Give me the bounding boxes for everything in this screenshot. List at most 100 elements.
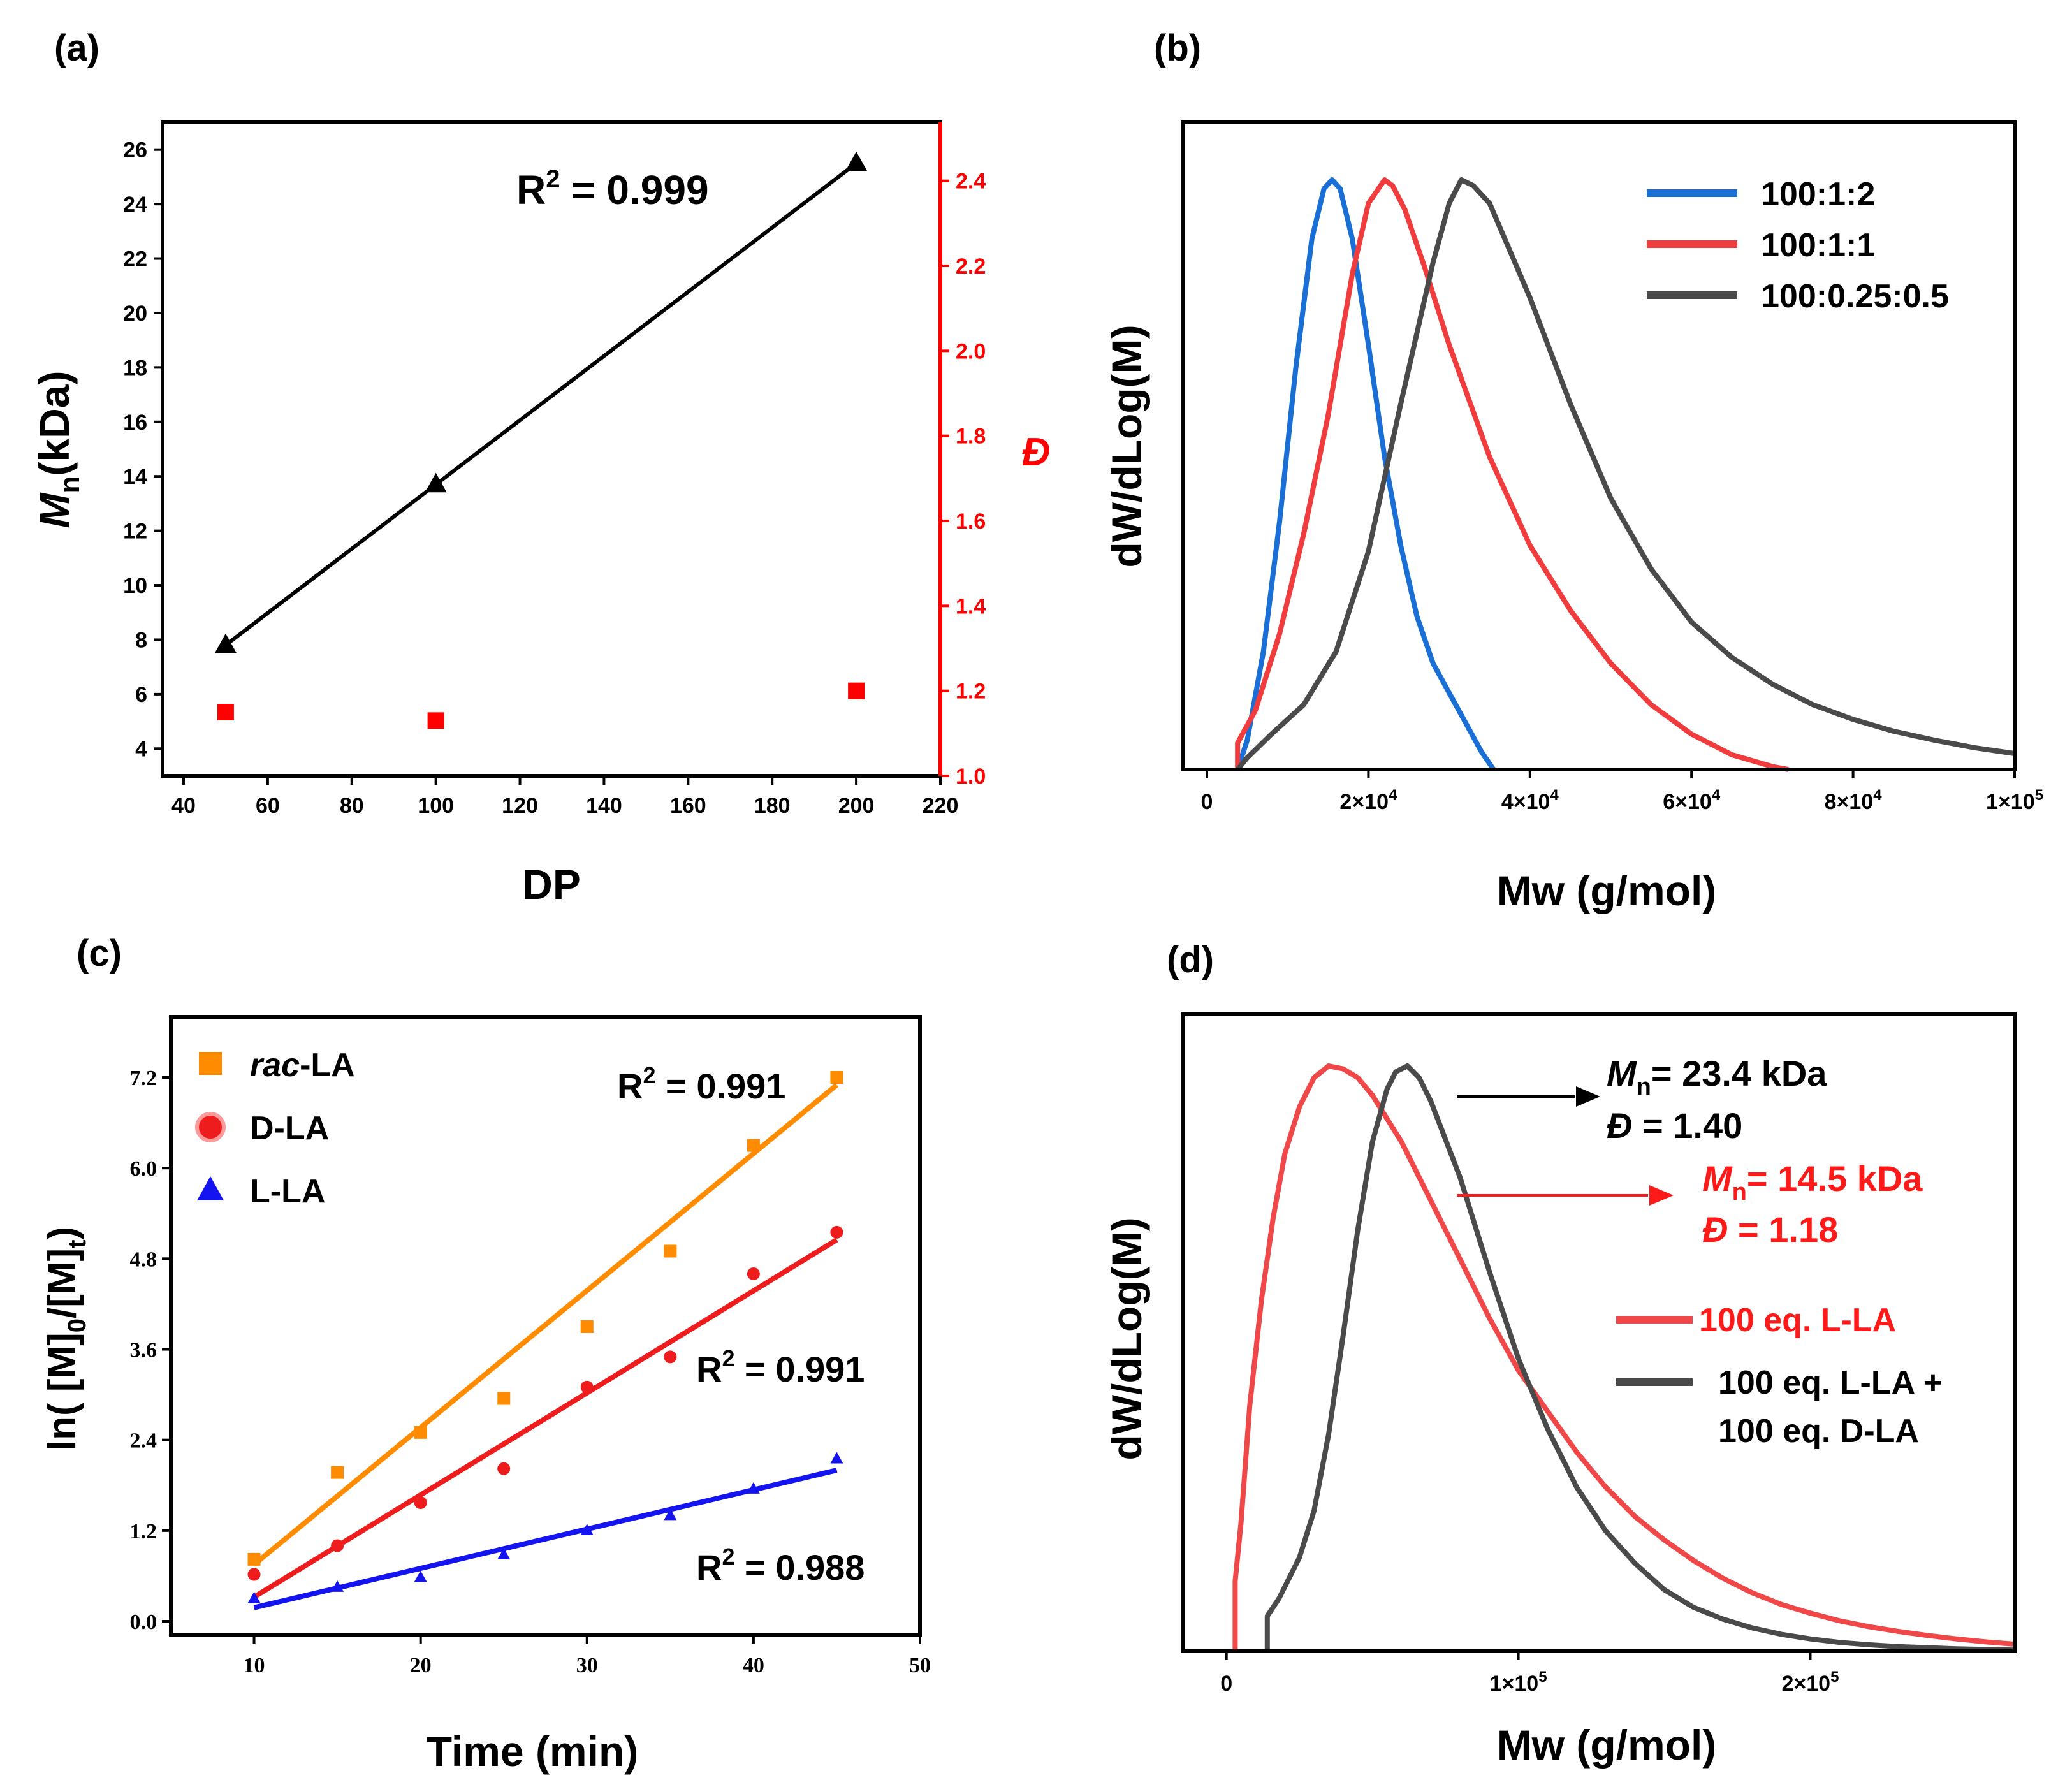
data-point-2 [747, 1482, 760, 1494]
panel-d-marks [1232, 1063, 2015, 1653]
legend-label-100-eq-l-la: 100 eq. L-LA [1699, 1302, 1896, 1339]
panel-c-ticks: 10 20 30 40 50 0.0 1.2 2.4 3.6 4.8 6.0 7.2 [130, 1067, 931, 1677]
x-tick-label: 4×104 [1501, 787, 1559, 814]
y-tick-label: 8 [135, 628, 147, 652]
data-point-1 [247, 1568, 261, 1581]
y2-tick-label: 1.8 [956, 425, 986, 449]
x-tick-label: 120 [502, 794, 538, 818]
legend-rac-la-marker [199, 1052, 222, 1075]
legend-label-100-025-05: 100:0.25:0.5 [1761, 278, 1949, 315]
panel-d: (d) 0 1×105 2×105 Mn= 23.4 kDa Đ = 1.40 Mn… [1103, 939, 2017, 1769]
data-point-2 [247, 1591, 261, 1603]
data-point-0 [331, 1466, 344, 1479]
y-tick-label: 2.4 [130, 1429, 157, 1453]
y2-tick-label: 2.4 [956, 170, 986, 194]
data-point-1 [497, 1462, 511, 1475]
data-point-1 [580, 1380, 594, 1394]
x-tick-label: 200 [838, 794, 875, 818]
panel-d-annotations: Mn= 23.4 kDa Đ = 1.40 Mn= 14.5 kDa Đ = 1… [1457, 1053, 1923, 1250]
panel-b-legend: 100:1:2 100:1:1 100:0.25:0.5 [1647, 176, 1949, 315]
x-tick-label: 80 [340, 794, 364, 818]
x-tick-label: 40 [743, 1654, 764, 1677]
x-tick-label: 60 [256, 794, 280, 818]
panel-a-x-axis-label: DP [522, 861, 581, 908]
y-tick-label: 16 [123, 411, 147, 435]
panel-d-label: (d) [1167, 939, 1214, 981]
annotation-mn-red: Mn= 14.5 kDa [1702, 1158, 1923, 1206]
x-tick-label: 1×105 [1986, 787, 2043, 814]
data-point-0 [497, 1392, 511, 1405]
x-tick-label: 50 [909, 1654, 931, 1677]
annotation-arrowhead-red [1649, 1185, 1674, 1206]
data-point-2 [497, 1547, 511, 1559]
data-point-0 [580, 1320, 594, 1333]
mn-point [214, 633, 237, 653]
x-tick-label: 1×105 [1490, 1668, 1547, 1696]
x-tick-label: 0 [1220, 1672, 1232, 1696]
y-tick-label: 7.2 [130, 1067, 157, 1090]
data-point-0 [414, 1426, 427, 1439]
x-tick-label: 160 [670, 794, 706, 818]
y2-tick-label: 2.0 [956, 339, 986, 363]
x-tick-label: 2×105 [1781, 1668, 1839, 1696]
panel-a-y2-axis-label: Đ [1022, 430, 1051, 474]
x-tick-label: 100 [418, 794, 454, 818]
x-tick-label: 6×104 [1663, 787, 1721, 814]
panel-b: (b) 0 2×104 4×104 6×104 8×104 1×105 100:1:2 1… [1103, 27, 2043, 914]
data-point-2 [331, 1580, 344, 1592]
panel-a-ticks: 40 60 80 100 120 140 160 180 200 220 4 6 8 10 12 14 16 18… [123, 138, 986, 818]
x-tick-label: 140 [586, 794, 622, 818]
x-tick-label: 0 [1201, 790, 1213, 814]
panel-d-y-axis-label: dW/dLog(M) [1103, 1217, 1150, 1460]
distribution-curve-1 [1264, 1063, 2015, 1653]
data-point-0 [247, 1552, 261, 1566]
annotation-dispersity-black: Đ = 1.40 [1607, 1105, 1742, 1146]
x-tick-label: 10 [244, 1654, 265, 1677]
panel-b-label: (b) [1154, 27, 1201, 69]
legend-label-100-1-1: 100:1:1 [1761, 227, 1875, 264]
data-point-2 [830, 1452, 843, 1464]
distribution-curve-2 [1236, 177, 2015, 771]
data-point-2 [414, 1570, 427, 1582]
distribution-curve-0 [1232, 1063, 2015, 1651]
annotation-mn-black: Mn= 23.4 kDa [1607, 1053, 1827, 1100]
y2-tick-label: 1.4 [956, 594, 986, 618]
y-tick-label: 26 [123, 138, 147, 163]
legend-label-line2: 100 eq. D-LA [1718, 1413, 1919, 1450]
y-tick-label: 6.0 [130, 1157, 157, 1181]
data-point-1 [414, 1496, 427, 1509]
panel-d-ticks: 0 1×105 2×105 [1220, 1651, 1839, 1696]
dispersity-point [427, 712, 444, 729]
mn-point [845, 151, 868, 171]
panel-b-y-axis-label: dW/dLog(M) [1103, 325, 1150, 567]
panel-a-marks [214, 151, 868, 729]
y2-tick-label: 1.2 [956, 680, 986, 704]
panel-d-x-axis-label: Mw (g/mol) [1497, 1721, 1717, 1769]
annotation-dispersity-red: Đ = 1.18 [1702, 1209, 1838, 1250]
distribution-curve-1 [1235, 177, 1789, 772]
y2-tick-label: 1.0 [956, 764, 986, 789]
distribution-curve-0 [1235, 177, 1496, 771]
data-point-0 [830, 1071, 843, 1084]
data-point-1 [747, 1267, 760, 1281]
dispersity-point [217, 704, 234, 720]
x-tick-label: 180 [754, 794, 791, 818]
panel-a-y-axis-label: Mn(kDa) [31, 371, 85, 529]
x-tick-label: 40 [171, 794, 196, 818]
data-point-2 [664, 1508, 677, 1521]
y2-tick-label: 2.2 [956, 254, 986, 279]
x-tick-label: 2×104 [1339, 787, 1397, 814]
legend-d-la-label: D-LA [250, 1110, 329, 1147]
y-tick-label: 18 [123, 356, 147, 380]
y-tick-label: 20 [123, 302, 147, 326]
x-tick-label: 30 [576, 1654, 598, 1677]
legend-label-line1: 100 eq. L-LA + [1718, 1364, 1943, 1401]
y-tick-label: 4.8 [130, 1248, 157, 1271]
panel-c-y-axis-label: ln( [M]0/[M]t) [40, 1227, 91, 1451]
panel-c-legend: rac-LA D-LA L-LA [195, 1047, 355, 1210]
y-tick-label: 0.0 [130, 1610, 157, 1634]
fit-line-2 [253, 1468, 838, 1610]
y-tick-label: 1.2 [130, 1520, 157, 1543]
panel-c: (c) 10 20 30 40 50 0.0 1.2 2.4 3.6 4.8 6.0 7.2 rac-… [40, 933, 931, 1775]
